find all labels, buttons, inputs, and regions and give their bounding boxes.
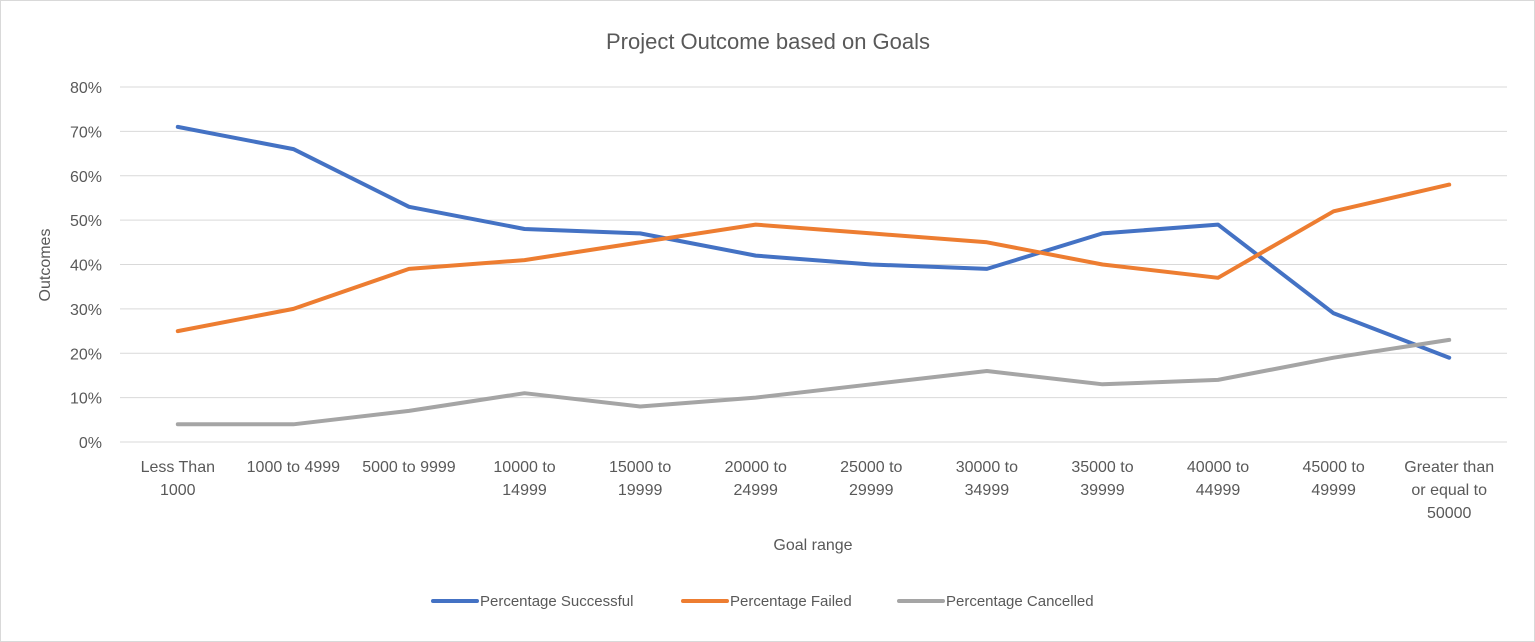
legend-label: Percentage Failed [730, 593, 852, 610]
series-line-2 [175, 182, 1452, 334]
x-tick-label: 40000 to 44999 [1187, 459, 1249, 499]
y-tick-label: 0% [79, 435, 102, 452]
legend-item: Percentage Successful [431, 593, 633, 610]
chart-title: Project Outcome based on Goals [606, 29, 930, 54]
series-line-1 [175, 124, 1452, 360]
legend-label: Percentage Cancelled [946, 593, 1094, 610]
y-tick-label: 50% [70, 213, 102, 230]
legend-item: Percentage Failed [681, 593, 852, 610]
y-tick-label: 40% [70, 258, 102, 275]
y-tick-label: 70% [70, 124, 102, 141]
legend-label: Percentage Successful [480, 593, 633, 610]
gridlines [120, 86, 1507, 443]
y-axis-ticks: 0% 10% 20% 30% 40% 50% 60% 70% 80% [70, 80, 102, 452]
x-tick-label: Greater than or equal to 50000 [1404, 459, 1494, 522]
x-tick-label: 20000 to 24999 [725, 459, 787, 499]
x-tick-label: 35000 to 39999 [1071, 459, 1133, 499]
y-tick-label: 60% [70, 169, 102, 186]
x-tick-label: 5000 to 9999 [362, 459, 456, 476]
y-tick-label: 30% [70, 302, 102, 319]
y-axis-label: Outcomes [37, 229, 54, 302]
y-tick-label: 20% [70, 346, 102, 363]
legend-item: Percentage Cancelled [897, 593, 1094, 610]
x-axis-label: Goal range [773, 537, 852, 554]
y-tick-label: 10% [70, 391, 102, 408]
x-tick-label: 30000 to 34999 [956, 459, 1018, 499]
series-lines [175, 124, 1452, 427]
x-tick-label: 45000 to 49999 [1302, 459, 1364, 499]
series-line-3 [175, 337, 1452, 427]
legend: Percentage Successful Percentage Failed Pe… [431, 593, 1094, 610]
x-tick-label: Less Than 1000 [141, 459, 215, 499]
x-tick-label: 1000 to 4999 [247, 459, 341, 476]
x-tick-label: 15000 to 19999 [609, 459, 671, 499]
y-tick-label: 80% [70, 80, 102, 97]
x-tick-label: 25000 to 29999 [840, 459, 902, 499]
x-axis-ticks: Less Than 1000 1000 to 4999 5000 to 9999 100… [141, 459, 1495, 522]
x-tick-label: 10000 to 14999 [493, 459, 555, 499]
